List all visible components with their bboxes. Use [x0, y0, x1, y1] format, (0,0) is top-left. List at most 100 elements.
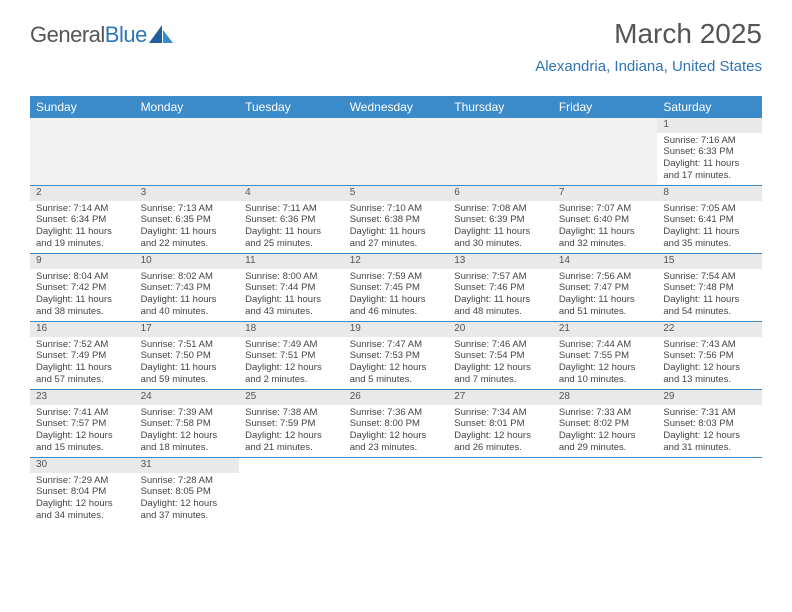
sunset-text: Sunset: 7:45 PM — [350, 282, 443, 294]
sunrise-text: Sunrise: 7:11 AM — [245, 203, 338, 215]
calendar-week-row: 16Sunrise: 7:52 AMSunset: 7:49 PMDayligh… — [30, 322, 762, 390]
sunrise-text: Sunrise: 8:04 AM — [36, 271, 129, 283]
calendar-week-row: 2Sunrise: 7:14 AMSunset: 6:34 PMDaylight… — [30, 186, 762, 254]
sunrise-text: Sunrise: 7:36 AM — [350, 407, 443, 419]
day-number: 23 — [30, 390, 135, 405]
sunrise-text: Sunrise: 7:34 AM — [454, 407, 547, 419]
calendar-day-cell: 31Sunrise: 7:28 AMSunset: 8:05 PMDayligh… — [135, 458, 240, 526]
calendar-day-cell: 12Sunrise: 7:59 AMSunset: 7:45 PMDayligh… — [344, 254, 449, 322]
day-details: Sunrise: 7:59 AMSunset: 7:45 PMDaylight:… — [344, 269, 449, 322]
daylight-text: Daylight: 11 hours and 43 minutes. — [245, 294, 338, 318]
daylight-text: Daylight: 11 hours and 38 minutes. — [36, 294, 129, 318]
sunrise-text: Sunrise: 7:10 AM — [350, 203, 443, 215]
sunset-text: Sunset: 7:50 PM — [141, 350, 234, 362]
sunrise-text: Sunrise: 7:52 AM — [36, 339, 129, 351]
day-details: Sunrise: 7:39 AMSunset: 7:58 PMDaylight:… — [135, 405, 240, 458]
calendar-day-cell: 13Sunrise: 7:57 AMSunset: 7:46 PMDayligh… — [448, 254, 553, 322]
calendar-day-cell: 24Sunrise: 7:39 AMSunset: 7:58 PMDayligh… — [135, 390, 240, 458]
sunset-text: Sunset: 7:48 PM — [663, 282, 756, 294]
sunrise-text: Sunrise: 7:49 AM — [245, 339, 338, 351]
sunrise-text: Sunrise: 7:05 AM — [663, 203, 756, 215]
sunrise-text: Sunrise: 7:31 AM — [663, 407, 756, 419]
sunset-text: Sunset: 8:02 PM — [559, 418, 652, 430]
calendar-day-cell: 8Sunrise: 7:05 AMSunset: 6:41 PMDaylight… — [657, 186, 762, 254]
calendar-day-cell: 2Sunrise: 7:14 AMSunset: 6:34 PMDaylight… — [30, 186, 135, 254]
daylight-text: Daylight: 11 hours and 57 minutes. — [36, 362, 129, 386]
calendar-day-cell: 16Sunrise: 7:52 AMSunset: 7:49 PMDayligh… — [30, 322, 135, 390]
weekday-header: Tuesday — [239, 96, 344, 118]
day-details: Sunrise: 7:38 AMSunset: 7:59 PMDaylight:… — [239, 405, 344, 458]
day-details: Sunrise: 7:47 AMSunset: 7:53 PMDaylight:… — [344, 337, 449, 390]
sunset-text: Sunset: 6:33 PM — [663, 146, 756, 158]
day-number: 5 — [344, 186, 449, 201]
logo-text-b: Blue — [105, 22, 147, 47]
calendar-empty-cell — [344, 118, 449, 186]
day-number: 7 — [553, 186, 658, 201]
calendar-day-cell: 26Sunrise: 7:36 AMSunset: 8:00 PMDayligh… — [344, 390, 449, 458]
day-number: 15 — [657, 254, 762, 269]
day-details: Sunrise: 7:51 AMSunset: 7:50 PMDaylight:… — [135, 337, 240, 390]
sunset-text: Sunset: 7:44 PM — [245, 282, 338, 294]
sunset-text: Sunset: 7:46 PM — [454, 282, 547, 294]
sunset-text: Sunset: 7:43 PM — [141, 282, 234, 294]
sunrise-text: Sunrise: 7:14 AM — [36, 203, 129, 215]
daylight-text: Daylight: 12 hours and 23 minutes. — [350, 430, 443, 454]
sunset-text: Sunset: 7:59 PM — [245, 418, 338, 430]
day-details: Sunrise: 7:54 AMSunset: 7:48 PMDaylight:… — [657, 269, 762, 322]
calendar-header-row: SundayMondayTuesdayWednesdayThursdayFrid… — [30, 96, 762, 118]
daylight-text: Daylight: 12 hours and 7 minutes. — [454, 362, 547, 386]
day-details: Sunrise: 7:11 AMSunset: 6:36 PMDaylight:… — [239, 201, 344, 254]
day-details: Sunrise: 8:00 AMSunset: 7:44 PMDaylight:… — [239, 269, 344, 322]
day-number: 10 — [135, 254, 240, 269]
sunset-text: Sunset: 6:36 PM — [245, 214, 338, 226]
calendar-day-cell: 14Sunrise: 7:56 AMSunset: 7:47 PMDayligh… — [553, 254, 658, 322]
sunset-text: Sunset: 6:38 PM — [350, 214, 443, 226]
calendar-day-cell: 7Sunrise: 7:07 AMSunset: 6:40 PMDaylight… — [553, 186, 658, 254]
title-block: March 2025 Alexandria, Indiana, United S… — [535, 18, 762, 75]
sunrise-text: Sunrise: 7:38 AM — [245, 407, 338, 419]
daylight-text: Daylight: 12 hours and 10 minutes. — [559, 362, 652, 386]
calendar-empty-cell — [553, 458, 658, 526]
day-details: Sunrise: 7:34 AMSunset: 8:01 PMDaylight:… — [448, 405, 553, 458]
day-number: 19 — [344, 322, 449, 337]
day-number: 12 — [344, 254, 449, 269]
sunrise-text: Sunrise: 7:29 AM — [36, 475, 129, 487]
calendar-empty-cell — [448, 118, 553, 186]
day-number: 31 — [135, 458, 240, 473]
day-number: 1 — [657, 118, 762, 133]
sunset-text: Sunset: 6:34 PM — [36, 214, 129, 226]
calendar-day-cell: 9Sunrise: 8:04 AMSunset: 7:42 PMDaylight… — [30, 254, 135, 322]
day-details: Sunrise: 7:14 AMSunset: 6:34 PMDaylight:… — [30, 201, 135, 254]
day-details: Sunrise: 7:41 AMSunset: 7:57 PMDaylight:… — [30, 405, 135, 458]
sunset-text: Sunset: 8:04 PM — [36, 486, 129, 498]
day-details: Sunrise: 7:57 AMSunset: 7:46 PMDaylight:… — [448, 269, 553, 322]
sunrise-text: Sunrise: 7:57 AM — [454, 271, 547, 283]
day-details: Sunrise: 7:13 AMSunset: 6:35 PMDaylight:… — [135, 201, 240, 254]
day-details: Sunrise: 7:46 AMSunset: 7:54 PMDaylight:… — [448, 337, 553, 390]
calendar-day-cell: 18Sunrise: 7:49 AMSunset: 7:51 PMDayligh… — [239, 322, 344, 390]
day-number: 27 — [448, 390, 553, 405]
calendar-empty-cell — [344, 458, 449, 526]
calendar-table: SundayMondayTuesdayWednesdayThursdayFrid… — [30, 96, 762, 525]
calendar-day-cell: 23Sunrise: 7:41 AMSunset: 7:57 PMDayligh… — [30, 390, 135, 458]
sunset-text: Sunset: 7:57 PM — [36, 418, 129, 430]
daylight-text: Daylight: 12 hours and 21 minutes. — [245, 430, 338, 454]
day-details: Sunrise: 7:36 AMSunset: 8:00 PMDaylight:… — [344, 405, 449, 458]
sunrise-text: Sunrise: 8:02 AM — [141, 271, 234, 283]
day-number: 25 — [239, 390, 344, 405]
day-number: 3 — [135, 186, 240, 201]
day-details: Sunrise: 7:33 AMSunset: 8:02 PMDaylight:… — [553, 405, 658, 458]
daylight-text: Daylight: 12 hours and 15 minutes. — [36, 430, 129, 454]
day-details: Sunrise: 7:49 AMSunset: 7:51 PMDaylight:… — [239, 337, 344, 390]
sunrise-text: Sunrise: 7:44 AM — [559, 339, 652, 351]
daylight-text: Daylight: 11 hours and 51 minutes. — [559, 294, 652, 318]
day-number: 6 — [448, 186, 553, 201]
day-number: 26 — [344, 390, 449, 405]
page-title: March 2025 — [535, 18, 762, 50]
sunset-text: Sunset: 6:40 PM — [559, 214, 652, 226]
calendar-empty-cell — [553, 118, 658, 186]
calendar-day-cell: 3Sunrise: 7:13 AMSunset: 6:35 PMDaylight… — [135, 186, 240, 254]
calendar-day-cell: 29Sunrise: 7:31 AMSunset: 8:03 PMDayligh… — [657, 390, 762, 458]
day-details: Sunrise: 7:16 AMSunset: 6:33 PMDaylight:… — [657, 133, 762, 186]
calendar-week-row: 9Sunrise: 8:04 AMSunset: 7:42 PMDaylight… — [30, 254, 762, 322]
